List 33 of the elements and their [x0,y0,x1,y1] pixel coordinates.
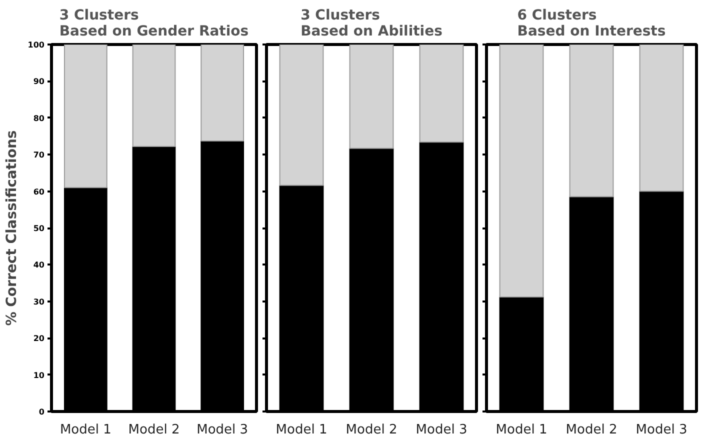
x-tick-label: Model 1 [276,422,328,438]
chart-title: 6 Clusters Based on Interests [517,8,666,40]
x-tick-label: Model 2 [346,422,398,438]
y-tick-label: 90 [33,77,45,86]
bar [639,44,684,192]
y-tick-label: 60 [33,187,45,196]
y-tick-label: 80 [33,114,45,123]
x-tick-label: Model 2 [128,422,180,438]
x-tick-label: Model 3 [416,422,468,438]
y-tick-label: 30 [33,297,45,306]
x-tick-label: Model 2 [566,422,618,438]
y-tick-label: 0 [38,408,45,416]
y-tick-label: 50 [33,224,45,233]
x-tick-label: Model 1 [496,422,548,438]
x-tick-label: Model 3 [196,422,248,438]
y-tick-label: 100 [28,40,45,50]
y-tick-label: 70 [33,150,45,160]
x-tick-label: Model 1 [60,422,112,438]
y-tick-label: 20 [33,334,45,344]
bar [132,44,176,148]
bar [499,44,544,298]
bar [419,44,464,143]
bar [200,44,244,142]
y-axis-title: % Correct Classifications [4,130,20,326]
y-tick-label: 10 [33,370,45,380]
bar [349,44,394,149]
bar [64,44,108,188]
chart-title: 3 Clusters Based on Gender Ratios [59,8,249,40]
chart-title: 3 Clusters Based on Abilities [300,8,442,40]
bar [569,44,614,198]
bar [279,44,324,186]
y-tick-label: 40 [33,260,45,270]
x-tick-label: Model 3 [636,422,688,438]
